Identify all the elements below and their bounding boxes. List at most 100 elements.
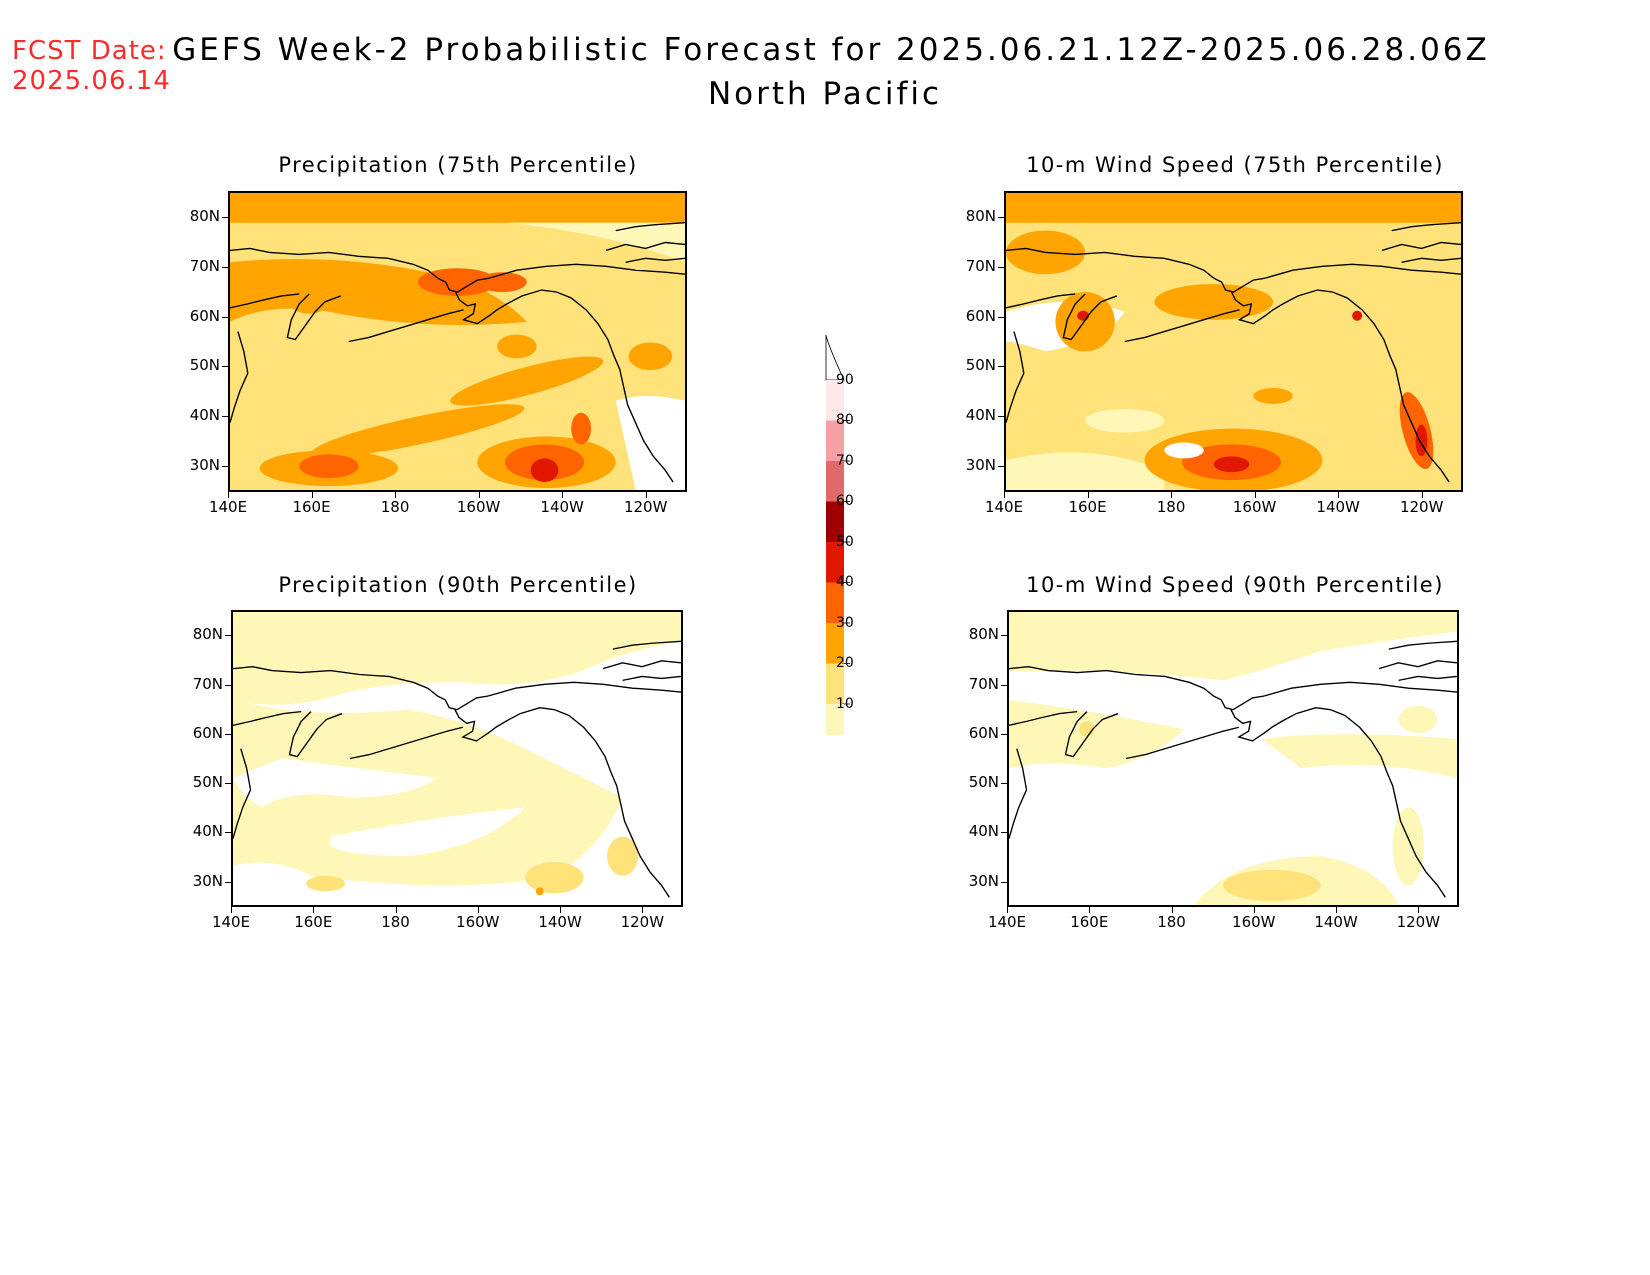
panel-title-precip90: Precipitation (90th Percentile)	[278, 573, 638, 597]
latitude-tick-label: 50N	[189, 356, 220, 375]
contour-patch	[1154, 284, 1274, 320]
coastline	[230, 331, 249, 423]
latitude-tick-label: 70N	[968, 674, 999, 693]
colorbar-swatch	[826, 380, 844, 421]
contour-patch	[289, 290, 329, 314]
tick-mark	[1418, 907, 1420, 913]
colorbar-level-label: 50	[836, 533, 854, 550]
coastline	[437, 695, 489, 711]
colorbar-swatch	[826, 461, 844, 502]
colorbar-top-arrow	[825, 335, 845, 381]
latitude-tick-label: 80N	[965, 206, 996, 225]
contour-patch	[1213, 456, 1250, 473]
latitude-tick-label: 60N	[968, 723, 999, 742]
latitude-tick-label: 60N	[189, 306, 220, 325]
coastline	[1064, 711, 1119, 758]
map-precip90	[231, 610, 683, 907]
contour-patch	[1352, 310, 1363, 321]
colorbar	[825, 335, 850, 735]
tick-mark	[998, 466, 1004, 468]
tick-mark	[231, 907, 232, 913]
contour-band	[1009, 699, 1185, 769]
coastline	[612, 640, 681, 650]
coastline	[487, 681, 681, 697]
coastline	[1009, 666, 1214, 697]
coastline	[454, 289, 572, 325]
tick-mark	[395, 492, 397, 498]
tick-mark	[222, 366, 228, 368]
latitude-tick-label: 30N	[965, 456, 996, 475]
colorbar-level-label: 90	[836, 371, 854, 388]
tick-mark	[1338, 492, 1340, 498]
main-title: GEFS Week-2 Probabilistic Forecast for 2…	[172, 32, 1490, 68]
contour-patch	[530, 458, 559, 483]
tick-mark	[1171, 492, 1173, 498]
longitude-tick-label: 140W	[1316, 498, 1360, 516]
tick-mark	[1001, 733, 1007, 735]
longitude-tick-label: 140E	[987, 913, 1027, 931]
coastline	[625, 257, 685, 263]
contour-patch	[477, 272, 527, 292]
tick-mark	[998, 416, 1004, 418]
longitude-tick-label: 140E	[984, 498, 1024, 516]
latitude-tick-label: 40N	[192, 822, 223, 841]
tick-mark	[1001, 684, 1007, 686]
coastline	[1124, 309, 1240, 343]
coastline	[230, 293, 300, 309]
coastline	[349, 726, 464, 760]
contour-band	[233, 699, 623, 886]
colorbar-swatch	[826, 663, 844, 704]
longitude-tick-label: 160E	[294, 913, 333, 931]
contour-patch	[1223, 869, 1321, 902]
tick-mark	[222, 316, 228, 318]
map-field	[1009, 612, 1457, 905]
tick-mark	[225, 783, 231, 785]
contour-patch	[306, 875, 345, 892]
map-precip75	[228, 191, 687, 492]
colorbar-level-label: 60	[836, 493, 854, 509]
longitude-tick-label: 160E	[292, 498, 331, 516]
contour-band	[1006, 193, 1461, 223]
coastline	[1009, 710, 1078, 726]
tick-mark	[1171, 907, 1173, 913]
longitude-tick-label: 160W	[1232, 498, 1277, 516]
longitude-tick-label: 140E	[208, 498, 248, 516]
longitude-tick-label: 120W	[623, 498, 668, 516]
contour-patch	[1398, 705, 1438, 734]
tick-mark	[1336, 907, 1338, 913]
colorbar-level-label: 80	[836, 412, 854, 428]
tick-mark	[477, 907, 479, 913]
tick-mark	[225, 832, 231, 834]
tick-mark	[222, 466, 228, 468]
tick-mark	[1254, 492, 1256, 498]
colorbar-level-label: 30	[836, 614, 854, 631]
contour-band	[1262, 734, 1457, 779]
latitude-tick-label: 70N	[189, 256, 220, 275]
forecast-date-value: 2025.06.14	[12, 66, 171, 96]
tick-mark	[225, 733, 231, 735]
tick-mark	[1253, 907, 1255, 913]
contour-band	[233, 758, 438, 808]
tick-mark	[225, 684, 231, 686]
contour-band	[330, 807, 526, 857]
longitude-tick-label: 180	[381, 913, 410, 931]
tick-mark	[1087, 492, 1089, 498]
contour-patch	[497, 334, 537, 359]
longitude-tick-label: 140E	[211, 913, 251, 931]
latitude-tick-label: 40N	[968, 822, 999, 841]
tick-mark	[645, 492, 647, 498]
coastline	[233, 666, 438, 697]
latitude-tick-label: 80N	[189, 206, 220, 225]
colorbar-swatch	[826, 704, 844, 735]
colorbar-level-label: 20	[836, 655, 854, 671]
tick-mark	[311, 492, 313, 498]
tick-mark	[560, 907, 562, 913]
tick-mark	[562, 492, 564, 498]
contour-band	[230, 193, 685, 223]
forecast-date-block: FCST Date: 2025.06.14	[12, 36, 171, 96]
longitude-tick-label: 120W	[1396, 913, 1441, 931]
tick-mark	[998, 366, 1004, 368]
map-field	[1006, 193, 1461, 490]
latitude-tick-label: 60N	[965, 306, 996, 325]
coastline	[233, 748, 252, 839]
